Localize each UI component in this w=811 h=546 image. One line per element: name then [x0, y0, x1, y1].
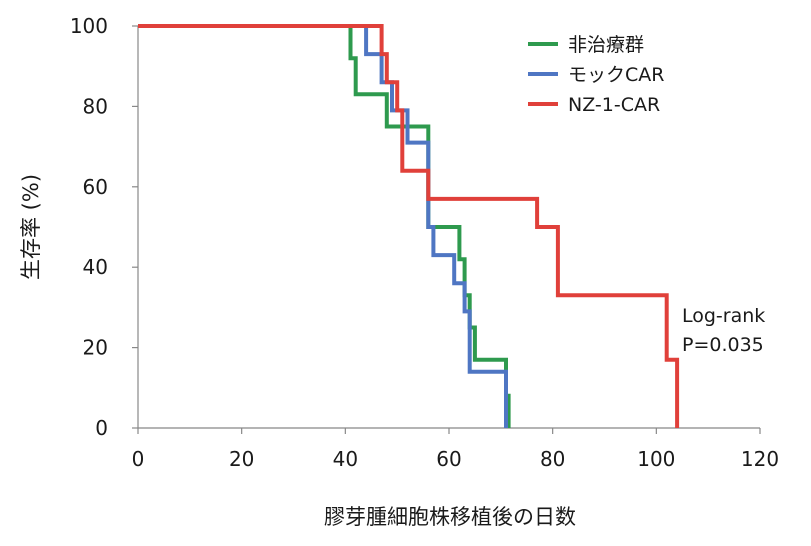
legend-label-mock-car: モックCAR	[568, 64, 664, 86]
y-tick-label: 40	[83, 255, 108, 279]
x-tick-label: 80	[540, 447, 565, 471]
annotation-p-value: P=0.035	[682, 334, 764, 356]
legend-label-untreated: 非治療群	[568, 34, 644, 56]
series-lines	[138, 24, 680, 428]
legend-label-nz1-car: NZ-1-CAR	[568, 94, 660, 116]
annotation-test-name: Log-rank	[682, 305, 765, 327]
y-tick-label: 60	[83, 175, 108, 199]
x-tick-label: 40	[333, 447, 358, 471]
axes: 0 20 40 60 80 100 120 0 20 40 60 80 100	[70, 14, 779, 471]
y-axis-title: 生存率 (%)	[19, 174, 43, 280]
x-tick-label: 20	[229, 447, 254, 471]
series-line-0	[138, 24, 511, 428]
y-tick-label: 80	[83, 94, 108, 118]
x-axis-title: 膠芽腫細胞株移植後の日数	[324, 505, 576, 529]
series-line-1	[138, 24, 508, 428]
y-tick-label: 20	[83, 336, 108, 360]
x-tick-label: 60	[436, 447, 461, 471]
y-tick-label: 0	[95, 416, 108, 440]
legend: 非治療群 モックCAR NZ-1-CAR	[528, 34, 664, 116]
series-line-2	[138, 24, 680, 428]
x-tick-label: 0	[132, 447, 145, 471]
x-tick-label: 100	[637, 447, 675, 471]
x-tick-label: 120	[741, 447, 779, 471]
y-tick-label: 100	[70, 14, 108, 38]
